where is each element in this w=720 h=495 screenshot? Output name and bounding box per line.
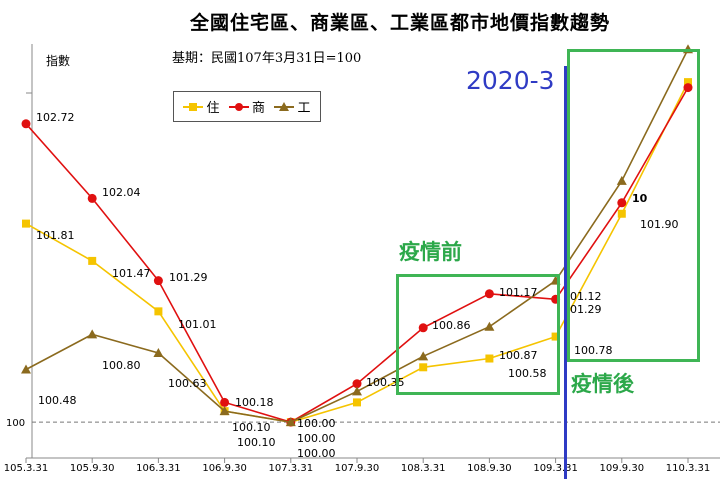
data-label: 100.86 — [432, 319, 471, 332]
square-marker-icon — [183, 101, 204, 113]
legend-item-industrial: 工 — [274, 97, 311, 116]
data-label: 100.00 — [297, 432, 336, 445]
data-label: 100.48 — [38, 394, 77, 407]
data-label: 102.72 — [36, 111, 75, 124]
x-tick-label: 109.9.30 — [600, 463, 645, 474]
data-point-triangle — [153, 348, 164, 358]
legend-item-residential: 住 — [183, 97, 220, 116]
data-point-circle — [418, 323, 428, 333]
data-label: 10 — [632, 192, 648, 205]
data-point-triangle — [87, 329, 98, 339]
data-label: 101.29 — [169, 271, 208, 284]
data-point-circle — [220, 397, 230, 407]
data-label: 100.80 — [102, 359, 141, 372]
data-point-circle — [21, 119, 31, 129]
data-label: 100.58 — [508, 367, 547, 380]
data-point-triangle — [219, 406, 230, 416]
data-label: 100.78 — [574, 344, 613, 357]
x-tick-label: 108.3.31 — [401, 463, 446, 474]
data-point-circle — [683, 83, 693, 93]
x-tick-label: 110.3.31 — [666, 463, 711, 474]
data-point-triangle — [418, 351, 429, 361]
before-covid-highlight-box — [396, 274, 560, 395]
data-label: 101.47 — [112, 267, 151, 280]
circle-marker-icon — [228, 101, 249, 113]
data-point-triangle — [352, 386, 362, 396]
after-covid-highlight-box — [567, 49, 700, 362]
data-point-triangle — [285, 417, 296, 427]
before-covid-annotation: 疫情前 — [399, 240, 462, 264]
data-label: 100.18 — [235, 396, 274, 409]
chart-axes: 100 — [6, 44, 720, 459]
data-point-triangle — [616, 175, 627, 185]
data-point-square — [617, 209, 626, 218]
data-point-triangle — [484, 321, 495, 331]
x-tick-label: 109.3.31 — [533, 463, 578, 474]
data-label: 102.04 — [102, 186, 141, 199]
data-label: 101.12 — [563, 290, 602, 303]
data-label: 101.81 — [36, 229, 75, 242]
data-label: 100.35 — [366, 376, 405, 389]
chart-data-labels: 102.72 101.81 102.04 101.47 101.29 101.01 100.… — [36, 111, 679, 460]
triangle-marker-icon — [274, 101, 295, 113]
x-tick-label: 106.9.30 — [202, 463, 247, 474]
data-label: 101.01 — [178, 318, 217, 331]
data-label: 100.63 — [168, 377, 207, 390]
chart-title: 全國住宅區、商業區、工業區都市地價指數趨勢 — [190, 12, 611, 34]
data-point-triangle — [21, 364, 31, 374]
data-point-circle — [617, 198, 627, 208]
data-label: 100.87 — [499, 349, 538, 362]
data-label: 100.10 — [232, 421, 271, 434]
covid-marker-line — [564, 66, 567, 479]
data-point-square — [154, 307, 163, 316]
chart-x-ticks: 105.3.31 105.9.30 106.3.31 106.9.30 107.3.31… — [4, 458, 711, 474]
data-label: 101.17 — [499, 286, 538, 299]
baseline-label: 100 — [6, 418, 25, 429]
data-point-square — [485, 354, 494, 363]
x-tick-label: 107.3.31 — [269, 463, 314, 474]
x-tick-label: 105.3.31 — [4, 463, 49, 474]
legend-label: 工 — [297, 101, 311, 116]
data-point-square — [684, 78, 692, 87]
data-point-circle — [352, 379, 362, 389]
y-axis-label: 指數 — [46, 54, 71, 68]
x-tick-label: 107.9.30 — [335, 463, 380, 474]
chart-subtitle-basis: 基期：民國107年3月31日=100 — [172, 51, 362, 66]
after-covid-annotation: 疫情後 — [571, 372, 634, 396]
data-point-circle — [153, 276, 163, 286]
data-point-circle — [484, 289, 494, 299]
legend-item-commercial: 商 — [228, 97, 265, 116]
data-point-square — [88, 256, 97, 265]
data-label: 100.00 — [297, 417, 336, 430]
data-label: 100.00 — [297, 447, 336, 460]
data-point-square — [353, 398, 361, 407]
data-point-circle — [87, 193, 97, 203]
x-tick-label: 106.3.31 — [136, 463, 181, 474]
data-point-square — [419, 363, 428, 372]
data-point-square — [22, 219, 30, 228]
x-tick-label: 108.9.30 — [467, 463, 512, 474]
x-tick-label: 105.9.30 — [70, 463, 115, 474]
data-label: 101.29 — [563, 303, 602, 316]
legend-label: 商 — [251, 101, 265, 116]
covid-date-annotation: 2020-3 — [466, 66, 555, 95]
data-point-square — [551, 332, 560, 341]
chart-legend: 住 商 工 — [173, 91, 321, 122]
data-label: 100.10 — [237, 436, 276, 449]
data-label: 101.90 — [640, 218, 679, 231]
legend-label: 住 — [206, 101, 220, 116]
